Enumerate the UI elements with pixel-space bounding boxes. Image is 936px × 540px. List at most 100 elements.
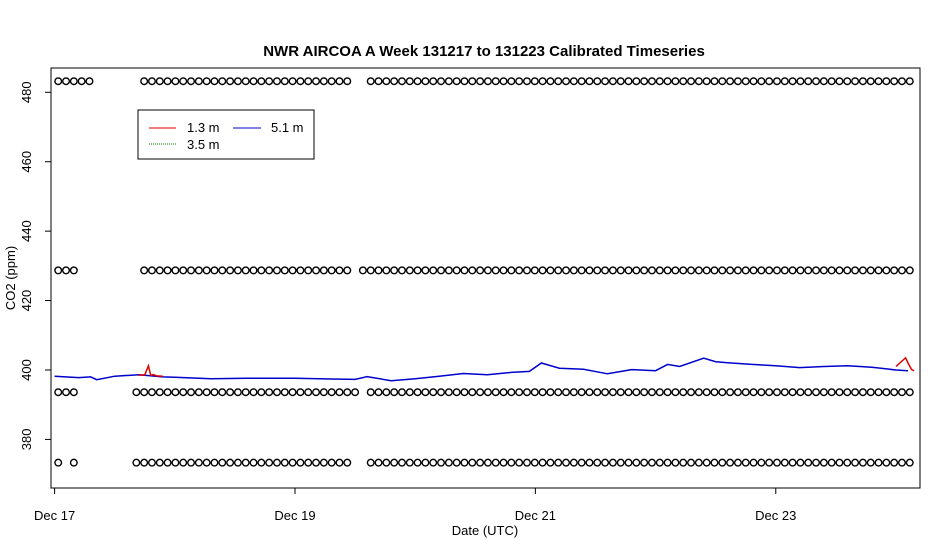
- marker-point: [366, 77, 375, 86]
- marker-point: [460, 266, 469, 275]
- marker-point: [77, 77, 86, 86]
- y-tick-label: 460: [19, 151, 34, 173]
- marker-point: [851, 266, 860, 275]
- marker-point: [233, 266, 242, 275]
- marker-point: [671, 77, 680, 86]
- marker-point: [647, 266, 656, 275]
- marker-point: [687, 458, 696, 467]
- marker-point: [312, 77, 321, 86]
- marker-point: [343, 458, 352, 467]
- marker-point: [858, 388, 867, 397]
- marker-point: [483, 388, 492, 397]
- marker-point: [233, 458, 242, 467]
- marker-point: [733, 266, 742, 275]
- legend-label-5-1m: 5.1 m: [271, 120, 304, 135]
- marker-point: [218, 77, 227, 86]
- marker-point: [249, 266, 258, 275]
- marker-point: [577, 458, 586, 467]
- marker-point: [554, 266, 563, 275]
- marker-point: [694, 266, 703, 275]
- marker-point: [296, 266, 305, 275]
- marker-point: [257, 266, 266, 275]
- marker-point: [218, 388, 227, 397]
- marker-point: [733, 77, 742, 86]
- marker-point: [397, 388, 406, 397]
- marker-point: [194, 77, 203, 86]
- marker-point: [140, 458, 149, 467]
- marker-layer: [54, 77, 914, 467]
- marker-point: [718, 266, 727, 275]
- marker-point: [827, 266, 836, 275]
- marker-point: [577, 388, 586, 397]
- marker-point: [866, 266, 875, 275]
- marker-point: [874, 388, 883, 397]
- marker-point: [374, 388, 383, 397]
- marker-point: [733, 388, 742, 397]
- marker-point: [866, 388, 875, 397]
- marker-point: [749, 458, 758, 467]
- marker-point: [515, 458, 524, 467]
- marker-point: [374, 77, 383, 86]
- marker-point: [241, 458, 250, 467]
- marker-point: [452, 77, 461, 86]
- marker-point: [272, 77, 281, 86]
- marker-point: [429, 77, 438, 86]
- marker-point: [171, 77, 180, 86]
- marker-point: [272, 388, 281, 397]
- marker-point: [749, 388, 758, 397]
- marker-point: [718, 77, 727, 86]
- marker-point: [866, 77, 875, 86]
- marker-point: [366, 458, 375, 467]
- marker-point: [616, 458, 625, 467]
- marker-point: [296, 388, 305, 397]
- marker-point: [655, 388, 664, 397]
- series-line-1-3-m: [895, 356, 915, 372]
- marker-point: [491, 388, 500, 397]
- marker-point: [702, 388, 711, 397]
- marker-point: [437, 458, 446, 467]
- marker-point: [757, 266, 766, 275]
- marker-point: [194, 266, 203, 275]
- chart-title: NWR AIRCOA A Week 131217 to 131223 Calib…: [263, 43, 705, 60]
- y-tick-label: 420: [19, 290, 34, 312]
- marker-point: [726, 388, 735, 397]
- plot-frame: [50, 67, 921, 489]
- marker-point: [835, 458, 844, 467]
- marker-point: [210, 388, 219, 397]
- marker-point: [179, 77, 188, 86]
- marker-point: [397, 266, 406, 275]
- x-tick-label: Dec 19: [274, 508, 315, 523]
- marker-point: [757, 77, 766, 86]
- marker-point: [679, 77, 688, 86]
- marker-point: [226, 266, 235, 275]
- marker-point: [390, 388, 399, 397]
- marker-point: [327, 266, 336, 275]
- marker-point: [147, 458, 156, 467]
- series-line-1-3-m: [138, 363, 163, 377]
- marker-point: [694, 77, 703, 86]
- marker-point: [452, 458, 461, 467]
- marker-point: [69, 266, 78, 275]
- marker-point: [905, 388, 914, 397]
- marker-point: [304, 266, 313, 275]
- marker-point: [288, 388, 297, 397]
- marker-point: [905, 266, 914, 275]
- marker-point: [765, 77, 774, 86]
- marker-point: [397, 77, 406, 86]
- marker-point: [335, 77, 344, 86]
- marker-point: [819, 77, 828, 86]
- marker-point: [741, 77, 750, 86]
- marker-point: [429, 458, 438, 467]
- marker-point: [640, 388, 649, 397]
- marker-point: [265, 458, 274, 467]
- marker-point: [155, 458, 164, 467]
- marker-point: [257, 388, 266, 397]
- marker-point: [171, 458, 180, 467]
- marker-point: [718, 458, 727, 467]
- marker-point: [444, 458, 453, 467]
- marker-point: [851, 77, 860, 86]
- marker-point: [382, 77, 391, 86]
- marker-point: [679, 458, 688, 467]
- marker-point: [796, 77, 805, 86]
- marker-point: [694, 458, 703, 467]
